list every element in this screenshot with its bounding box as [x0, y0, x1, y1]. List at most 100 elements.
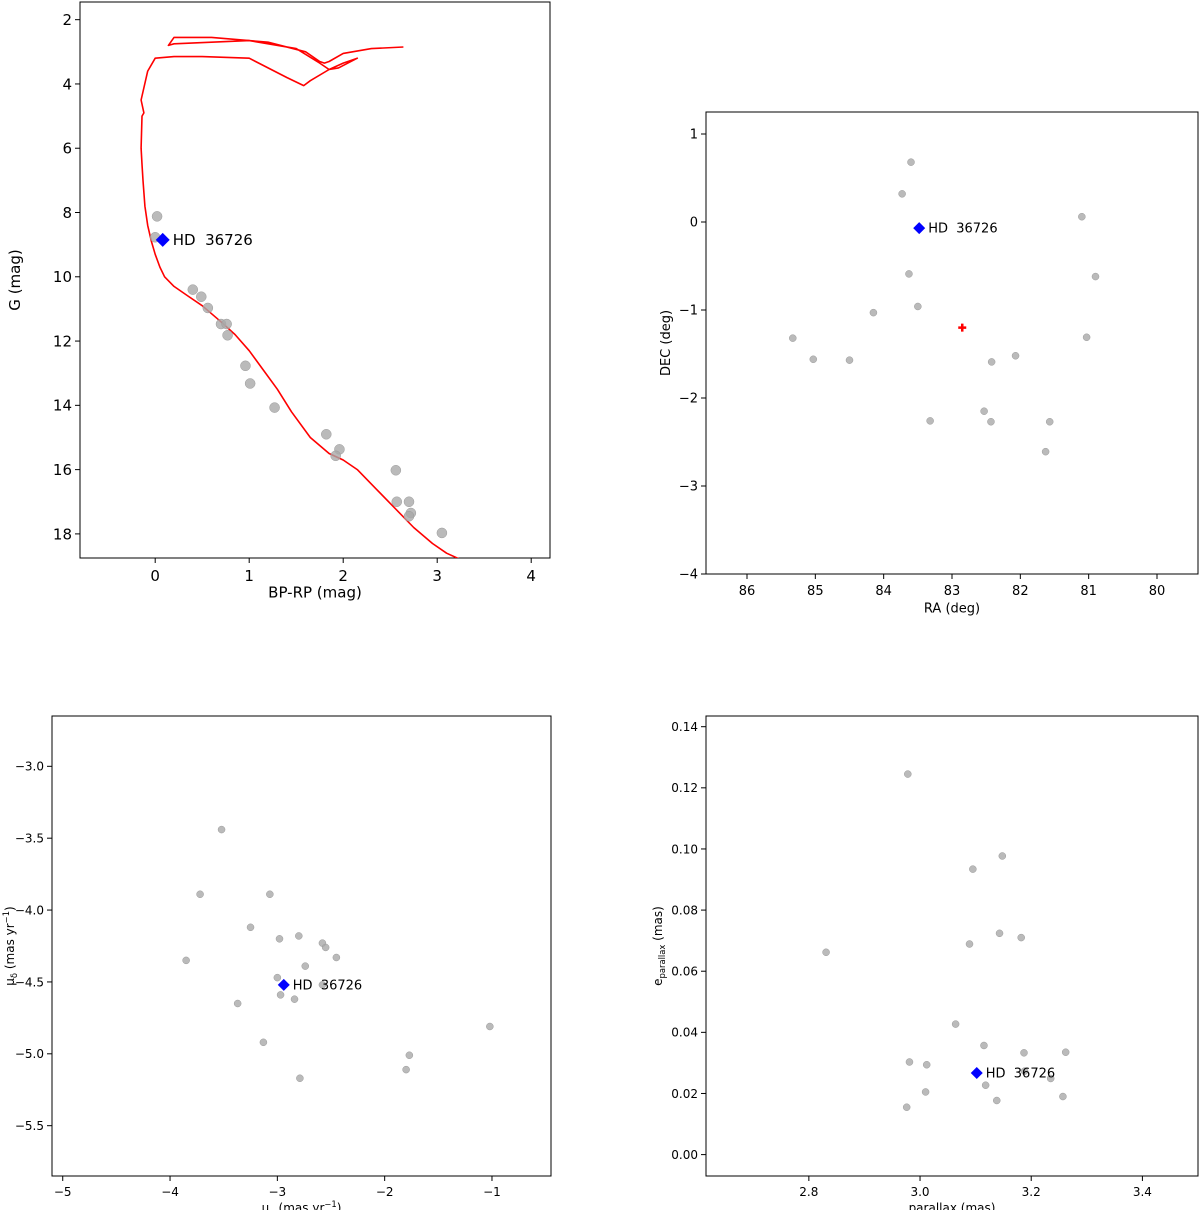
member-star-point [273, 973, 282, 982]
member-star-point [922, 1060, 931, 1069]
x-tick-label: −1 [483, 1185, 501, 1199]
x-tick-label: 80 [1149, 584, 1166, 599]
member-star-point [907, 158, 915, 166]
y-tick-label: −5.5 [15, 1119, 44, 1133]
plot-area: HD 36726 [140, 36, 460, 558]
plot-area: HD 36726 [789, 158, 1100, 456]
member-star-point [809, 355, 818, 364]
x-tick-label: 2 [338, 567, 348, 585]
member-star-point [1078, 212, 1086, 221]
axes-frame [705, 111, 1199, 575]
y-tick-label: 12 [53, 332, 72, 350]
x-tick-label: 3.4 [1133, 1185, 1152, 1199]
y-tick-label: 0.06 [671, 965, 698, 979]
member-star-point [390, 465, 402, 476]
member-star-point [321, 943, 330, 952]
y-axis-label: μδ (mas yr−1) [1, 906, 19, 985]
member-star-point [196, 890, 204, 898]
member-star-point [1059, 1092, 1067, 1101]
member-star-point [951, 1020, 960, 1028]
target-star-marker [155, 232, 170, 247]
x-tick-label: 82 [1012, 584, 1029, 599]
isochrone-line [140, 36, 460, 558]
member-star-point [993, 1096, 1001, 1105]
target-star-label: HD 36726 [928, 222, 997, 237]
member-star-point [1011, 352, 1020, 360]
y-tick-label: 16 [53, 461, 72, 479]
member-star-point [904, 770, 912, 778]
member-star-point [987, 358, 996, 366]
y-tick-label: 0.00 [671, 1148, 698, 1162]
y-tick-label: −4 [679, 568, 698, 583]
member-star-point [436, 527, 448, 539]
x-axis-label: RA (deg) [924, 602, 980, 617]
x-tick-label: 3.2 [1022, 1185, 1041, 1199]
y-tick-label: −3.5 [15, 832, 44, 846]
x-axis-label: parallax (mas) [909, 1201, 996, 1210]
target-star-marker [970, 1066, 983, 1079]
y-axis-label: DEC (deg) [659, 310, 674, 376]
member-star-point [926, 417, 934, 425]
x-tick-label: −5 [54, 1185, 72, 1199]
member-star-point [295, 932, 303, 940]
x-tick-label: 85 [807, 584, 824, 599]
member-star-point [402, 1065, 410, 1074]
member-star-point [301, 962, 310, 970]
member-star-point [969, 865, 977, 873]
member-star-point [1045, 418, 1054, 426]
x-tick-label: 81 [1080, 584, 1097, 599]
member-star-point [321, 429, 332, 440]
target-star-marker [913, 222, 926, 235]
member-star-point [296, 1074, 304, 1082]
panel-4: 2.8 3.0 3.2 3.4 0.00 0.02 0.04 0.06 0.08 0.10 0.12… [651, 715, 1199, 1210]
y-tick-label: 1 [690, 128, 698, 143]
member-star-point [187, 284, 199, 295]
y-axis-label: G (mag) [6, 249, 24, 310]
x-tick-label: −4 [161, 1185, 179, 1199]
plot-area: HD 36726 [182, 825, 494, 1082]
member-star-point [921, 1088, 930, 1096]
x-tick-label: 4 [526, 567, 536, 585]
member-star-point [332, 953, 341, 962]
member-star-point [290, 995, 299, 1003]
member-star-point [269, 402, 280, 413]
member-star-point [1091, 272, 1100, 281]
member-star-point [221, 318, 232, 330]
member-star-point [391, 496, 403, 508]
member-star-point [1061, 1048, 1070, 1056]
y-tick-label: 8 [62, 204, 72, 222]
member-star-point [789, 334, 797, 342]
member-star-point [987, 418, 995, 426]
y-tick-label: 2 [62, 11, 72, 29]
member-star-point [182, 956, 190, 965]
y-tick-label: −1 [679, 304, 698, 319]
x-axis-label: μα (mas yr−1) [262, 1199, 342, 1210]
y-tick-label: −5.0 [15, 1047, 44, 1061]
y-tick-label: 10 [53, 268, 72, 286]
x-tick-label: 1 [244, 567, 254, 585]
x-tick-label: −3 [269, 1185, 287, 1199]
member-star-point [914, 302, 922, 311]
member-star-point [981, 1081, 990, 1089]
member-star-point [240, 360, 251, 372]
y-tick-label: 0 [690, 216, 698, 231]
member-star-point [905, 1058, 914, 1066]
axes-frame [79, 1, 551, 559]
y-tick-label: 18 [53, 525, 72, 543]
member-star-point [244, 378, 256, 389]
cluster-center-marker [958, 323, 967, 332]
member-star-point [1020, 1049, 1028, 1057]
x-tick-label: −2 [376, 1185, 394, 1199]
member-star-point [869, 308, 878, 317]
member-star-point [266, 890, 274, 898]
y-tick-label: 14 [53, 397, 72, 415]
panel-2: 86 85 84 83 82 81 80 1 0 −1 −2 −3 −4 RA (deg) DEC (deg… [659, 111, 1199, 617]
y-tick-label: −4.0 [15, 903, 44, 917]
x-tick-label: 0 [150, 567, 160, 585]
member-star-point [995, 929, 1004, 938]
member-star-point [980, 1041, 988, 1050]
member-star-point [403, 510, 415, 522]
target-star-label: HD 36726 [173, 231, 253, 249]
x-tick-label: 2.8 [799, 1185, 818, 1199]
